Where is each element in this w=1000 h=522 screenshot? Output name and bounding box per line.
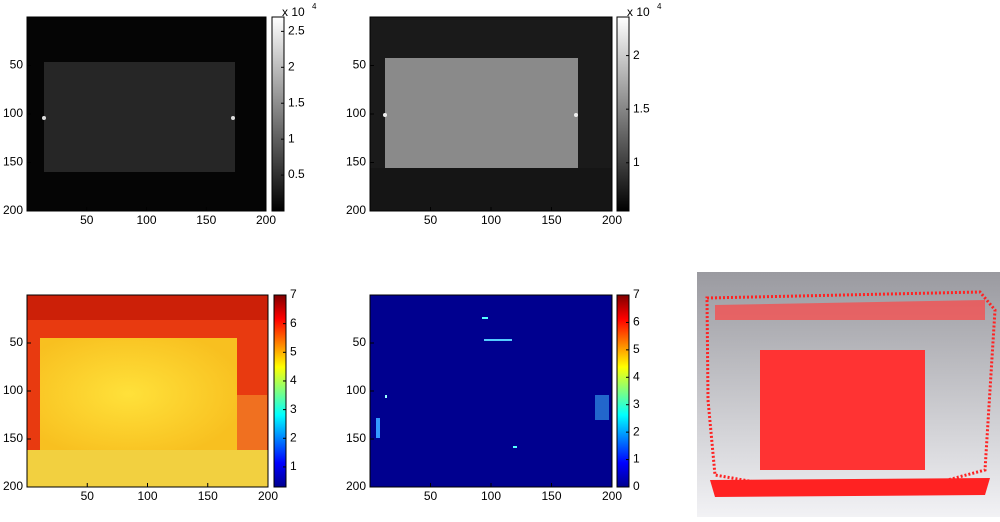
image-1 [27, 17, 266, 211]
x-tick-label: 150 [198, 489, 218, 503]
y-tick-label: 200 [346, 479, 366, 493]
x-tick-label: 50 [80, 213, 94, 227]
x-tick-label: 50 [81, 489, 95, 503]
x-tick-label: 200 [602, 489, 622, 503]
y-tick-label: 150 [3, 431, 23, 445]
y-tick-label: 100 [3, 106, 23, 120]
colorbar-tick-label: 5 [633, 342, 640, 356]
x-tick-label: 200 [258, 489, 278, 503]
colorbar [616, 16, 630, 212]
x-tick-label: 100 [481, 489, 501, 503]
x-tick-label: 50 [424, 489, 438, 503]
image-4 [370, 295, 612, 487]
x-tick-label: 150 [541, 213, 561, 227]
colorbar-tick-label: 1 [288, 131, 295, 145]
colorbar-label: x 10 [282, 5, 305, 19]
x-tick-label: 200 [256, 213, 276, 227]
colorbar-exponent: 4 [312, 2, 317, 11]
colorbar-tick-label: 2 [633, 48, 640, 62]
colorbar-tick-label: 1 [633, 155, 640, 169]
colorbar-exponent: 4 [657, 2, 662, 11]
colorbar-tick-label: 1 [290, 459, 297, 473]
y-tick-label: 50 [353, 335, 367, 349]
colorbar [273, 294, 287, 488]
x-tick-label: 150 [541, 489, 561, 503]
colorbar-tick-label: 7 [633, 287, 640, 301]
colorbar-tick-label: 6 [290, 316, 297, 330]
x-tick-label: 150 [196, 213, 216, 227]
y-tick-label: 200 [346, 203, 366, 217]
image-3 [27, 295, 268, 487]
x-tick-label: 100 [137, 489, 157, 503]
colorbar-tick-label: 5 [290, 344, 297, 358]
y-tick-label: 150 [346, 155, 366, 169]
y-tick-label: 50 [10, 58, 24, 72]
colorbar [271, 16, 285, 212]
colorbar-tick-label: 2 [288, 59, 295, 73]
x-tick-label: 100 [481, 213, 501, 227]
colorbar-tick-label: 2 [290, 430, 297, 444]
image-2 [370, 17, 612, 211]
y-tick-label: 200 [3, 479, 23, 493]
y-tick-label: 150 [346, 431, 366, 445]
colorbar-tick-label: 3 [290, 402, 297, 416]
colorbar-tick-label: 0 [633, 479, 640, 493]
point-cloud [697, 272, 1000, 517]
y-tick-label: 200 [3, 203, 23, 217]
colorbar-tick-label: 0.5 [288, 167, 305, 181]
colorbar-tick-label: 6 [633, 315, 640, 329]
colorbar-tick-label: 1.5 [633, 101, 650, 115]
colorbar-tick-label: 2.5 [288, 24, 305, 38]
colorbar-tick-label: 4 [633, 369, 640, 383]
y-tick-label: 100 [3, 383, 23, 397]
y-tick-label: 50 [353, 58, 367, 72]
x-tick-label: 100 [136, 213, 156, 227]
y-tick-label: 150 [3, 155, 23, 169]
colorbar-tick-label: 7 [290, 287, 297, 301]
y-tick-label: 100 [346, 106, 366, 120]
x-tick-label: 200 [602, 213, 622, 227]
colorbar [616, 294, 630, 488]
colorbar-tick-label: 1.5 [288, 95, 305, 109]
y-tick-label: 100 [346, 383, 366, 397]
y-tick-label: 50 [10, 335, 24, 349]
colorbar-label: x 10 [627, 5, 650, 19]
colorbar-tick-label: 2 [633, 424, 640, 438]
colorbar-tick-label: 4 [290, 373, 297, 387]
colorbar-tick-label: 1 [633, 452, 640, 466]
colorbar-tick-label: 3 [633, 397, 640, 411]
x-tick-label: 50 [424, 213, 438, 227]
